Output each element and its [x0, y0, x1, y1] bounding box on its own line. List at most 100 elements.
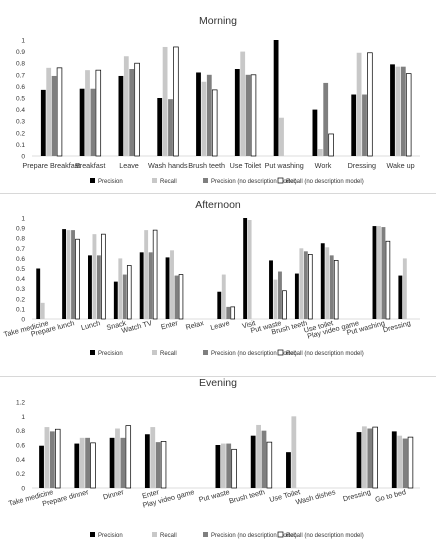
y-tick-label: 0.7 [16, 72, 25, 79]
bar [294, 273, 299, 319]
y-tick-label: 0.5 [16, 266, 25, 273]
bar [62, 229, 67, 319]
bar [329, 255, 334, 319]
bar [51, 75, 57, 156]
bar [381, 227, 386, 319]
y-tick-label: 0.6 [16, 256, 25, 263]
bar [402, 438, 408, 488]
bar [221, 274, 226, 319]
bar [165, 257, 170, 319]
bar [54, 428, 61, 489]
bar [279, 117, 284, 156]
legend-label: Precision [98, 533, 123, 539]
bar [150, 427, 156, 488]
bar [109, 437, 115, 488]
bar [92, 234, 97, 319]
bar [356, 52, 362, 157]
x-tick-label: Dressing [382, 318, 412, 334]
bar [196, 72, 201, 156]
bar [157, 98, 163, 156]
bar [40, 302, 45, 319]
bar [118, 258, 123, 319]
bar [261, 430, 267, 488]
legend-label: Recall (no description model) [286, 351, 364, 357]
bar [215, 445, 221, 488]
bar [44, 427, 50, 488]
bar [71, 230, 75, 319]
bar [397, 435, 403, 488]
x-tick-label: Dinner [102, 487, 125, 501]
bar [273, 40, 279, 156]
bar [56, 67, 63, 157]
y-tick-label: 0.2 [16, 130, 25, 137]
bar [303, 251, 308, 319]
legend-swatch [152, 178, 157, 183]
chart-title: Afternoon [195, 199, 241, 211]
legend-swatch [203, 178, 208, 183]
y-tick-label: 0 [21, 317, 25, 324]
bar [115, 428, 120, 488]
bar [320, 243, 325, 319]
bar [291, 416, 297, 488]
x-tick-label: Prepare Breakfast [22, 161, 80, 170]
legend-label: Precision [98, 351, 123, 357]
x-tick-label: Wash hands [148, 161, 188, 170]
y-tick-label: 0.1 [16, 142, 25, 149]
bar [88, 255, 92, 319]
bar [356, 432, 362, 488]
bar [328, 133, 334, 157]
x-tick-label: Visit [241, 318, 256, 330]
bar [256, 424, 261, 488]
bar [308, 254, 313, 320]
legend-swatch [203, 350, 208, 355]
legend-swatch [90, 350, 95, 355]
bar [90, 88, 96, 156]
legend-swatch [152, 532, 157, 537]
legend-label: Recall [160, 179, 177, 185]
legend-swatch [277, 531, 284, 538]
bar [230, 306, 236, 320]
bar [144, 230, 149, 319]
y-tick-label: 0.4 [16, 107, 25, 114]
x-tick-label: Use Toilet [230, 161, 261, 170]
chart-afternoon: Afternoon00.10.20.30.40.50.60.70.80.91Ta… [3, 199, 420, 357]
legend-label: Recall (no description model) [286, 533, 364, 539]
bar [217, 291, 222, 319]
legend-swatch [203, 532, 208, 537]
bar [395, 66, 401, 156]
bar [398, 275, 403, 319]
bar [299, 248, 304, 319]
bar [162, 46, 168, 156]
x-tick-label: Leave [209, 318, 230, 332]
bar [125, 425, 132, 489]
bar [266, 441, 273, 489]
y-tick-label: 0.3 [16, 119, 25, 126]
bar [278, 271, 282, 319]
bar [211, 89, 218, 157]
y-tick-label: 1 [21, 414, 25, 421]
legend-label: Recall [160, 533, 177, 539]
bar [178, 274, 184, 320]
bar [220, 443, 226, 488]
bar [240, 51, 246, 156]
bar [49, 431, 55, 488]
bar [148, 252, 153, 319]
legend-label: Precision [98, 179, 123, 185]
bar [129, 69, 135, 156]
bar [139, 252, 144, 319]
bar [407, 436, 414, 489]
bar [85, 437, 91, 488]
bar [113, 281, 118, 319]
x-tick-label: Dressing [342, 487, 372, 503]
bar [173, 46, 179, 157]
bar [372, 226, 377, 319]
legend-label: Precision (no description model) [211, 351, 297, 357]
bar [96, 255, 101, 319]
bar [312, 109, 318, 156]
chart-morning: Morning 0 0.1 0.2 0.3 0.4 0.5 0.6 0.7 0.8 0.9 1 Prep… [16, 15, 420, 185]
bar [367, 52, 373, 157]
bar [206, 74, 212, 156]
bar [372, 426, 378, 489]
bar [160, 441, 167, 489]
